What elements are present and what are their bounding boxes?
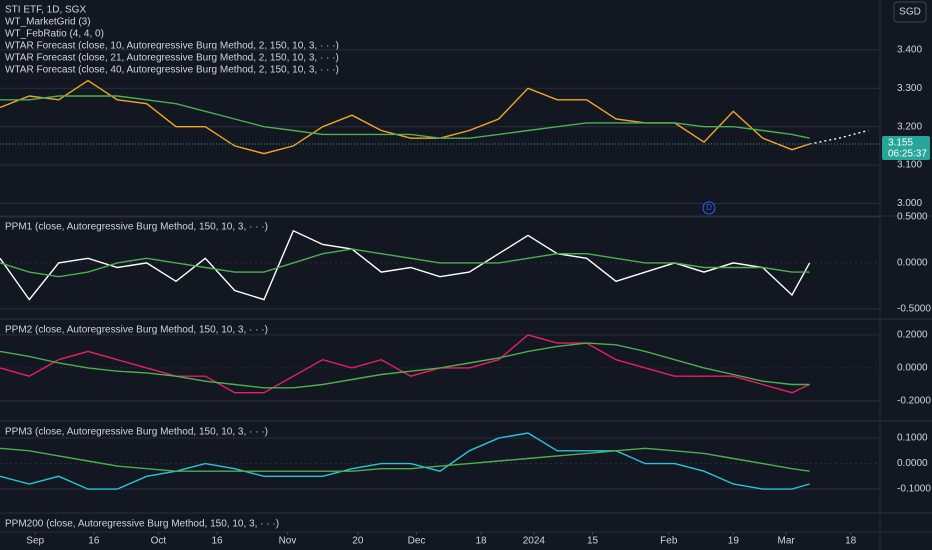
series-line [809,129,869,145]
pane-title: PPM2 (close, Autoregressive Burg Method,… [5,325,268,336]
y-tick-label: 3.200 [897,121,922,132]
x-tick-label: 16 [212,536,224,547]
x-tick-label: Dec [408,536,426,547]
y-tick-label: 0.1000 [897,433,928,444]
x-tick-label: Feb [660,536,678,547]
indicator-label: WTAR Forecast (close, 21, Autoregressive… [5,53,339,64]
y-tick-label: 3.300 [897,83,922,94]
series-line [0,95,810,139]
series-line [0,79,810,155]
y-tick-label: 0.5000 [897,212,928,223]
series-line [0,447,810,472]
x-tick-label: 15 [587,536,599,547]
indicator-label: WTAR Forecast (close, 40, Autoregressive… [5,65,339,76]
x-tick-label: 2024 [523,536,546,547]
currency[interactable]: SGD [899,7,921,18]
event-marker-circle [702,201,716,215]
y-tick-label: 0.2000 [897,330,928,341]
y-tick-label: 3.100 [897,160,922,171]
series-line [0,248,810,278]
y-tick-label: 0.0000 [897,258,928,269]
x-tick-label: Sep [26,536,44,547]
price-box [882,135,930,160]
series-line [0,334,810,394]
indicator-label: WT_FebRatio (4, 4, 0) [5,29,104,40]
pane-title: PPM200 (close, Autoregressive Burg Metho… [5,519,279,530]
series-line [0,342,810,389]
y-tick-label: 0.0000 [897,363,928,374]
x-tick-label: Nov [279,536,297,547]
event-marker: D [706,203,712,212]
x-tick-label: Mar [778,536,796,547]
y-tick-label: 3.000 [897,198,922,209]
x-tick-label: 16 [88,536,100,547]
countdown: 06:25:37 [888,149,927,160]
y-tick-label: -0.2000 [897,396,931,407]
indicator-label: WT_MarketGrid (3) [5,17,91,28]
currency-button[interactable] [893,1,927,23]
price-label: 3.155 [888,138,913,149]
y-tick-label: 0.0000 [897,458,928,469]
y-tick-label: -0.1000 [897,484,931,495]
y-tick-label: -0.5000 [897,303,931,314]
x-tick-label: 18 [476,536,488,547]
series-line [0,229,811,301]
x-tick-label: 19 [728,536,740,547]
x-tick-label: Oct [151,536,167,547]
indicator-label: WTAR Forecast (close, 10, Autoregressive… [5,41,339,52]
series-line [0,432,810,490]
pane-title: PPM3 (close, Autoregressive Burg Method,… [5,427,268,438]
y-tick-label: 3.400 [897,45,922,56]
x-tick-label: 20 [352,536,364,547]
x-tick-label: 18 [845,536,857,547]
pane-title: STI ETF, 1D, SGX [5,5,86,16]
pane-title: PPM1 (close, Autoregressive Burg Method,… [5,222,268,233]
